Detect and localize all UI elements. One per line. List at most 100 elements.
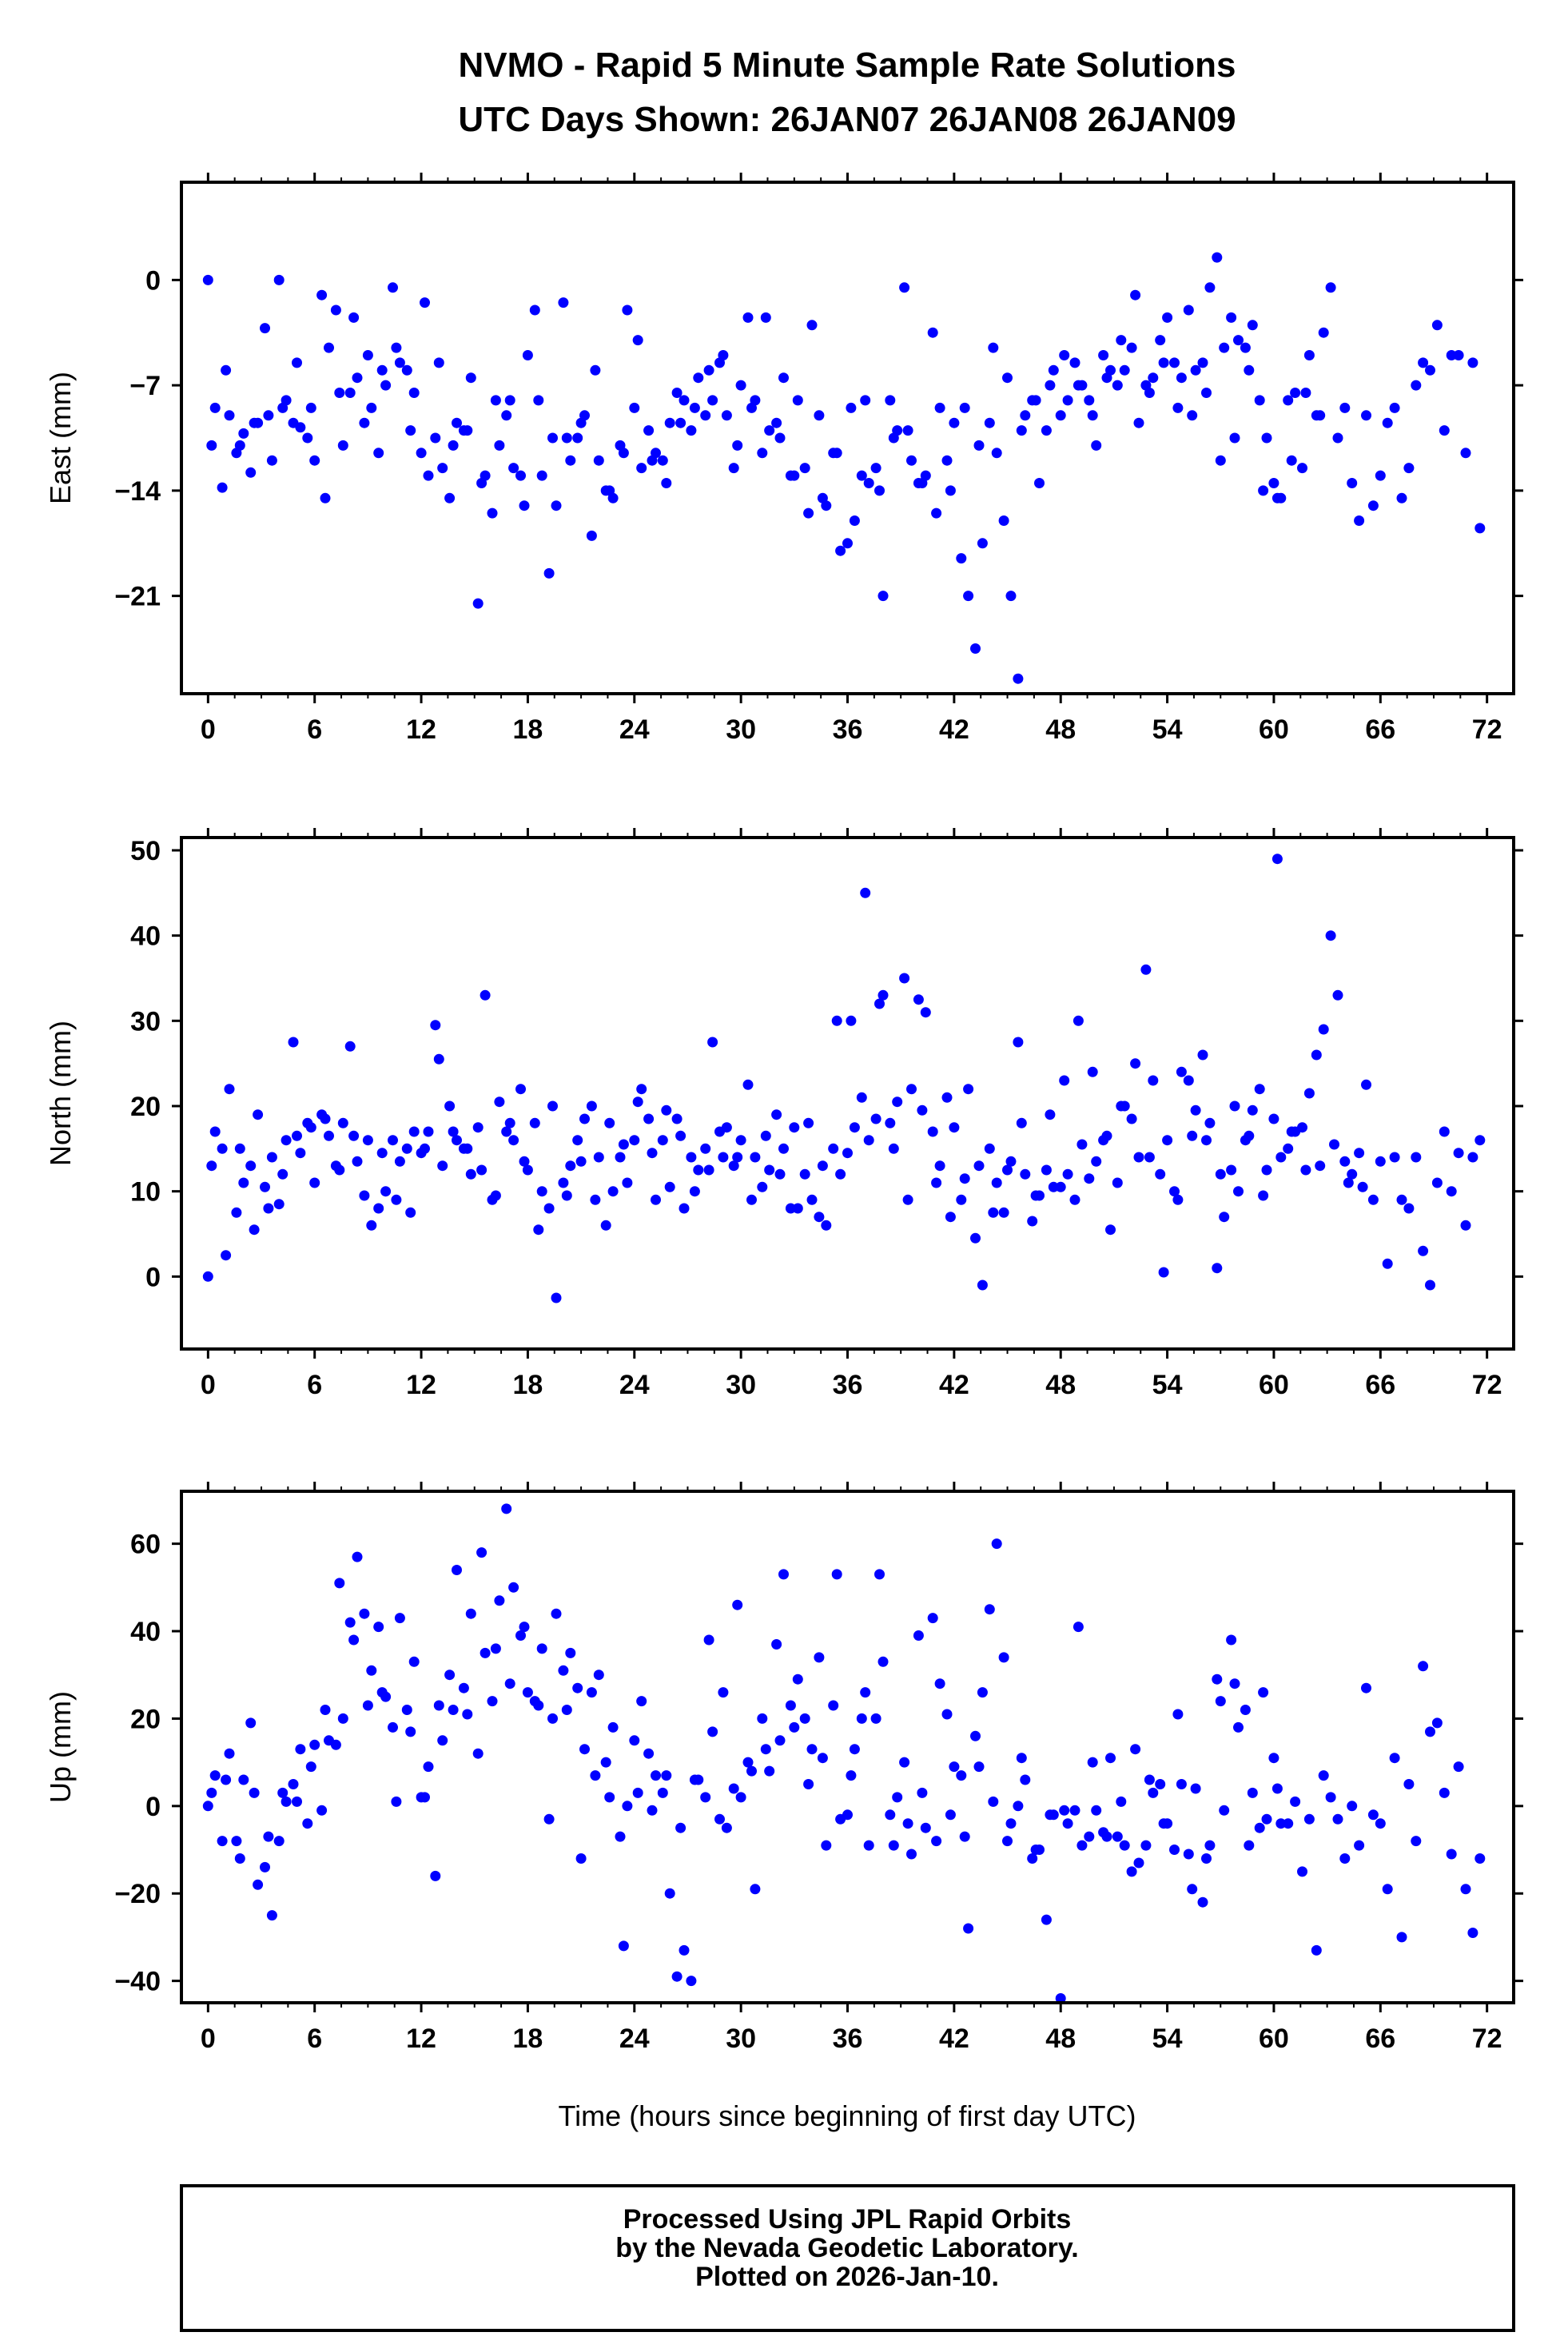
data-point bbox=[547, 432, 558, 444]
data-point bbox=[515, 1630, 526, 1641]
data-point bbox=[856, 1713, 867, 1724]
data-point bbox=[1431, 1717, 1443, 1729]
data-point bbox=[984, 417, 995, 428]
data-point bbox=[266, 1152, 277, 1163]
data-point bbox=[604, 485, 615, 496]
data-point bbox=[888, 432, 899, 444]
data-point bbox=[1247, 1787, 1258, 1798]
data-point bbox=[423, 470, 434, 481]
data-point bbox=[1425, 1726, 1435, 1737]
data-point bbox=[941, 1709, 953, 1720]
data-point bbox=[945, 1212, 956, 1223]
data-point bbox=[931, 1836, 942, 1847]
data-point bbox=[732, 1152, 743, 1163]
data-point bbox=[1176, 1779, 1187, 1789]
y-tick-label: 30 bbox=[130, 1006, 161, 1037]
data-point bbox=[1116, 335, 1127, 346]
y-tick-label: −21 bbox=[114, 582, 161, 612]
x-tick-label: 12 bbox=[406, 1370, 436, 1400]
data-point bbox=[607, 1186, 619, 1197]
data-point bbox=[504, 1678, 515, 1689]
data-point bbox=[959, 1173, 970, 1184]
x-tick-label: 0 bbox=[201, 714, 216, 745]
data-point bbox=[799, 1713, 810, 1724]
data-point bbox=[842, 1148, 853, 1159]
data-point bbox=[1318, 1024, 1329, 1035]
data-point bbox=[309, 1177, 320, 1188]
data-point bbox=[931, 1177, 942, 1188]
data-point bbox=[408, 1656, 420, 1667]
data-point bbox=[490, 395, 501, 406]
data-point bbox=[842, 538, 853, 549]
data-point bbox=[430, 1870, 441, 1881]
data-point bbox=[494, 440, 505, 451]
data-point bbox=[675, 1130, 686, 1141]
x-tick-label: 36 bbox=[833, 1370, 863, 1400]
data-point bbox=[785, 1203, 796, 1214]
data-point bbox=[234, 440, 245, 451]
data-point bbox=[902, 1818, 913, 1829]
data-point bbox=[1229, 1678, 1240, 1689]
data-point bbox=[1148, 372, 1159, 384]
data-point bbox=[703, 364, 714, 376]
data-point bbox=[522, 1687, 533, 1698]
data-point bbox=[388, 282, 398, 293]
data-point bbox=[476, 1547, 488, 1558]
y-tick-label: 20 bbox=[130, 1092, 161, 1122]
data-point bbox=[629, 402, 640, 413]
y-tick-label: −40 bbox=[114, 1967, 161, 1997]
data-point bbox=[977, 538, 988, 549]
data-point bbox=[501, 1126, 512, 1137]
data-point bbox=[221, 1250, 232, 1261]
data-point bbox=[693, 372, 704, 384]
data-point bbox=[1283, 1143, 1294, 1154]
data-point bbox=[1382, 1884, 1393, 1895]
data-point bbox=[1453, 1761, 1464, 1773]
data-point bbox=[675, 417, 686, 428]
data-point bbox=[1130, 1058, 1141, 1069]
data-point bbox=[643, 1748, 655, 1759]
data-point bbox=[579, 1113, 590, 1124]
data-point bbox=[1215, 455, 1226, 466]
data-point bbox=[334, 388, 345, 398]
north-panel: 0 6 12 18 24 30 36 42 48 54 60 66 72 50 40 30 20 10 0 North… bbox=[44, 828, 1523, 1400]
data-point bbox=[1116, 1100, 1127, 1112]
data-point bbox=[476, 1164, 488, 1176]
data-point bbox=[1169, 1186, 1180, 1197]
data-point bbox=[1013, 1801, 1024, 1812]
data-point bbox=[586, 1687, 597, 1698]
data-point bbox=[671, 388, 683, 398]
data-point bbox=[494, 1096, 505, 1108]
data-point bbox=[1005, 1818, 1017, 1829]
x-tick-label: 36 bbox=[833, 2024, 863, 2054]
data-point bbox=[1155, 1168, 1166, 1180]
data-point bbox=[593, 455, 604, 466]
data-point bbox=[487, 507, 498, 519]
x-tick-label: 12 bbox=[406, 714, 436, 745]
data-point bbox=[231, 1207, 242, 1218]
data-point bbox=[945, 485, 956, 496]
data-point bbox=[416, 448, 427, 459]
data-point bbox=[885, 395, 896, 406]
data-point bbox=[452, 1565, 462, 1575]
data-point bbox=[1418, 357, 1429, 368]
data-point bbox=[292, 1130, 302, 1141]
data-point bbox=[846, 1770, 857, 1781]
data-point bbox=[1247, 320, 1258, 331]
data-point bbox=[423, 1126, 434, 1137]
data-point bbox=[1258, 485, 1269, 496]
data-point bbox=[444, 1100, 456, 1112]
data-point bbox=[543, 1813, 555, 1825]
data-point bbox=[273, 1836, 285, 1847]
data-point bbox=[1020, 410, 1031, 421]
data-point bbox=[661, 1770, 672, 1781]
data-point bbox=[735, 1792, 746, 1803]
data-point bbox=[1272, 854, 1283, 865]
data-point bbox=[295, 422, 306, 433]
y-tick-label: 40 bbox=[130, 1617, 161, 1647]
data-point bbox=[963, 591, 974, 602]
data-point bbox=[1148, 1075, 1159, 1086]
data-point bbox=[700, 410, 711, 421]
data-point bbox=[1084, 1831, 1095, 1842]
data-point bbox=[547, 1100, 558, 1112]
